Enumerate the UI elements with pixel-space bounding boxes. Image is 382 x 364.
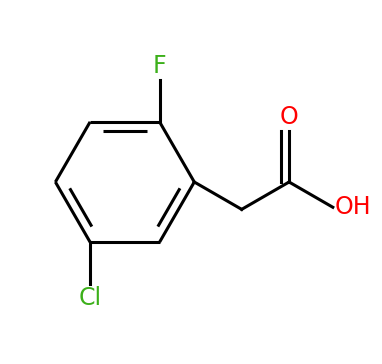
Text: O: O <box>280 106 298 129</box>
Text: Cl: Cl <box>79 286 102 310</box>
Text: F: F <box>153 54 167 78</box>
Text: OH: OH <box>335 195 372 219</box>
